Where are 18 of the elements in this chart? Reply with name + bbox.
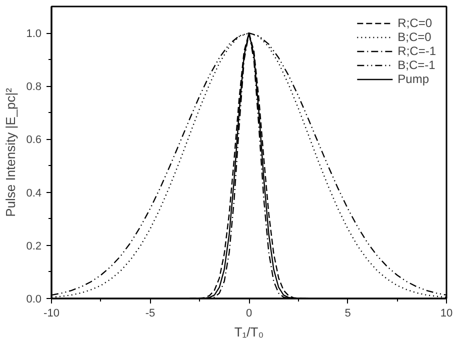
- y-tick-label: 0.4: [26, 187, 42, 200]
- legend-label: Pump: [398, 72, 430, 86]
- x-tick-label: 0: [246, 308, 252, 320]
- x-tick-label: 5: [344, 308, 351, 320]
- y-tick-label: 0.2: [26, 240, 42, 252]
- x-axis-title: T₁/T₀: [234, 324, 264, 340]
- y-tick-label: 0.8: [26, 81, 42, 94]
- legend-label: B;C=-1: [398, 58, 436, 72]
- legend-label: R;C=-1: [398, 44, 436, 58]
- y-tick-label: 0.0: [26, 294, 42, 306]
- x-tick-label: 10: [440, 308, 453, 320]
- legend-label: R;C=0: [398, 16, 432, 30]
- y-axis-title: Pulse Intensity |E_pc|²: [3, 87, 18, 217]
- y-tick-label: 1.0: [26, 28, 42, 40]
- x-tick-label: -5: [145, 308, 156, 320]
- x-tick-label: -10: [44, 308, 60, 320]
- legend-label: B;C=0: [398, 30, 432, 44]
- y-tick-label: 0.6: [26, 134, 42, 146]
